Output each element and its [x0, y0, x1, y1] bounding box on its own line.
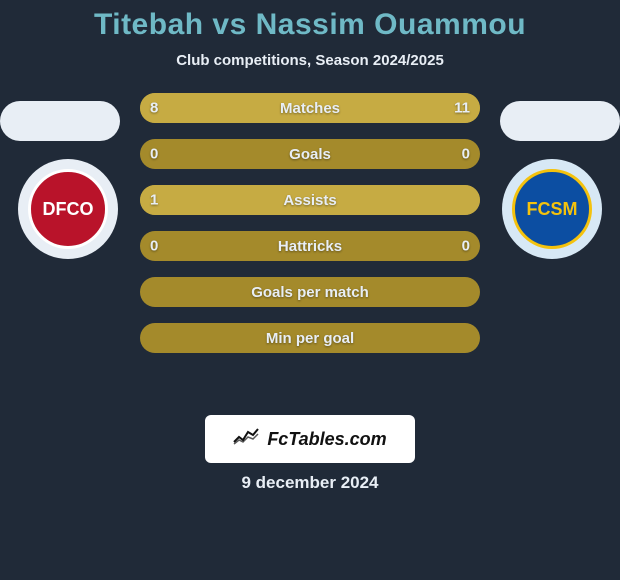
team-badge-right: FCSM	[502, 159, 602, 259]
chart-icon	[233, 427, 259, 451]
comparison-card: Titebah vs Nassim Ouammou Club competiti…	[0, 0, 620, 580]
stat-bar: 1 Assists	[140, 185, 480, 215]
team-badge-left: DFCO	[18, 159, 118, 259]
stat-value-right: 11	[454, 100, 470, 117]
stat-value-left: 0	[150, 146, 158, 163]
stat-label: Assists	[283, 192, 336, 209]
footer-logo: FcTables.com	[205, 415, 415, 463]
halo-right	[500, 101, 620, 141]
stat-value-right: 0	[462, 238, 470, 255]
page-title: Titebah vs Nassim Ouammou	[0, 8, 620, 42]
stat-value-left: 1	[150, 192, 158, 209]
stats-section: DFCO FCSM 8 11 Matches 0 0 Goals 1 Assists 0 0 Hat…	[0, 93, 620, 403]
stat-label: Hattricks	[278, 238, 342, 255]
stat-value-left: 8	[150, 100, 158, 117]
stat-fill-left	[140, 93, 283, 123]
team-left-abbr: DFCO	[43, 199, 94, 220]
subtitle: Club competitions, Season 2024/2025	[0, 52, 620, 69]
footer-date: 9 december 2024	[0, 473, 620, 493]
stat-bar: Goals per match	[140, 277, 480, 307]
team-badge-left-inner: DFCO	[28, 169, 108, 249]
team-badge-right-inner: FCSM	[512, 169, 592, 249]
stat-bar: 0 0 Hattricks	[140, 231, 480, 261]
team-right-abbr: FCSM	[527, 199, 578, 220]
stat-bar: Min per goal	[140, 323, 480, 353]
footer-name: FcTables.com	[267, 429, 386, 450]
stat-bar: 0 0 Goals	[140, 139, 480, 169]
halo-left	[0, 101, 120, 141]
stat-label: Goals	[289, 146, 331, 163]
stat-bars: 8 11 Matches 0 0 Goals 1 Assists 0 0 Hattricks Goal…	[140, 93, 480, 353]
stat-bar: 8 11 Matches	[140, 93, 480, 123]
stat-label: Matches	[280, 100, 340, 117]
stat-label: Goals per match	[251, 284, 369, 301]
stat-label: Min per goal	[266, 330, 354, 347]
stat-value-right: 0	[462, 146, 470, 163]
stat-value-left: 0	[150, 238, 158, 255]
